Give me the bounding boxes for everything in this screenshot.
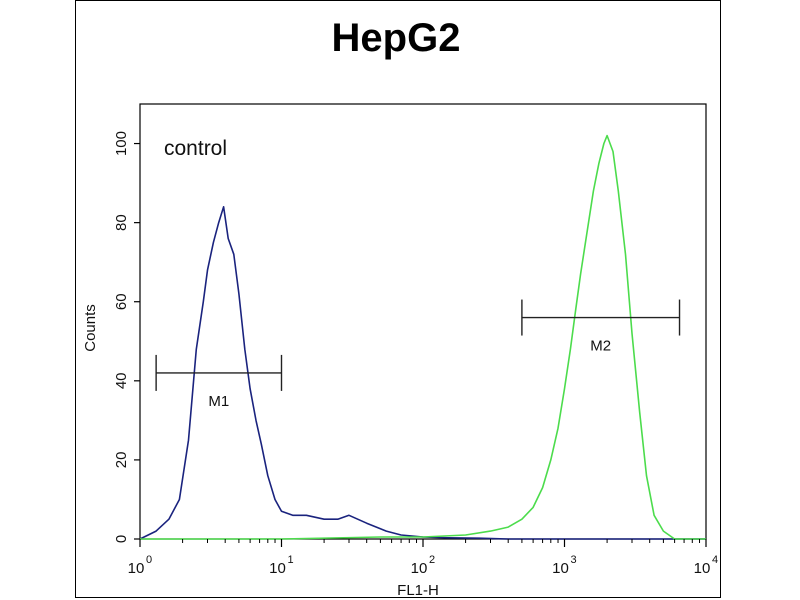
chart-title: HepG2: [332, 16, 461, 60]
x-tick-label: 10: [269, 560, 286, 577]
marker-m2-label: M2: [590, 338, 611, 355]
y-tick-label: 80: [113, 214, 130, 231]
x-tick-label: 10: [411, 560, 428, 577]
series-layer: [139, 134, 706, 540]
marker-m1-label: M1: [208, 393, 229, 410]
marker-layer: M1 M2: [155, 299, 681, 410]
y-axis: 0 20 40 60 80 100: [113, 131, 140, 543]
x-tick-exponent: 1: [287, 554, 293, 566]
series-line-2: [140, 134, 706, 540]
x-tick-label: 10: [552, 560, 569, 577]
y-tick-label: 40: [113, 372, 130, 389]
x-tick-label: 10: [694, 560, 711, 577]
x-axis-label: FL1-H: [397, 582, 439, 599]
y-tick-label: 100: [113, 131, 130, 156]
x-axis: 10 0 10 1 10 2 10 3 10 4: [128, 539, 718, 577]
x-tick-exponent: 3: [570, 554, 576, 566]
x-tick-exponent: 4: [712, 554, 718, 566]
y-tick-label: 20: [113, 452, 130, 469]
chart-frame: HepG2 control M1 M2 0 20 40 60 80 100 10 0 10 1 10…: [75, 0, 721, 599]
y-tick-label: 0: [113, 535, 130, 543]
plot-area: [139, 103, 707, 540]
annotation-control: control: [164, 137, 227, 160]
x-tick-label: 10: [128, 560, 145, 577]
x-tick-exponent: 0: [146, 554, 152, 566]
y-axis-label: Counts: [82, 304, 99, 352]
x-tick-exponent: 2: [429, 554, 435, 566]
y-tick-label: 60: [113, 293, 130, 310]
